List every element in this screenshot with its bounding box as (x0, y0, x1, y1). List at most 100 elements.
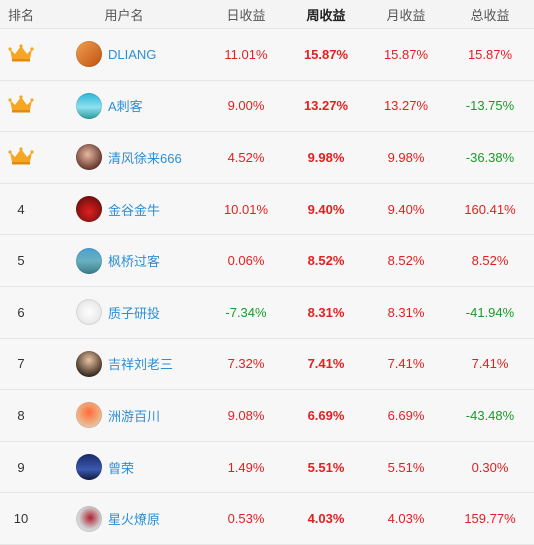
username-link[interactable]: 清风徐来666 (108, 150, 182, 166)
week-return: 8.31% (307, 304, 345, 320)
username-link[interactable]: 洲游百川 (108, 408, 161, 424)
week-return: 9.98% (307, 149, 345, 165)
day-return: 9.00% (227, 98, 265, 114)
user-cell[interactable]: 枫桥过客 (42, 247, 206, 274)
header-month-return[interactable]: 月收益 (386, 7, 426, 23)
avatar[interactable] (76, 92, 102, 119)
crown-bronze-icon (8, 147, 34, 165)
rank-number: 7 (0, 356, 42, 371)
avatar[interactable] (76, 454, 102, 481)
day-return: 7.32% (227, 356, 265, 372)
total-return: 160.41% (464, 201, 516, 217)
username-link[interactable]: 曾荣 (108, 460, 135, 476)
avatar[interactable] (76, 247, 102, 274)
week-return: 4.03% (307, 511, 345, 527)
week-return: 13.27% (303, 98, 349, 114)
rank-value: 9 (17, 459, 25, 475)
header-week-return[interactable]: 周收益 (306, 7, 346, 23)
rank-crown (0, 147, 42, 168)
user-cell[interactable]: 曾荣 (42, 454, 206, 481)
avatar[interactable] (76, 299, 102, 326)
total-return: -43.48% (465, 407, 515, 423)
week-return: 7.41% (307, 356, 345, 372)
rank-number: 10 (0, 511, 42, 526)
user-cell[interactable]: 清风徐来666 (42, 144, 206, 171)
table-header: 排名 用户名 日收益 周收益 月收益 总收益 (0, 0, 534, 29)
rank-crown (0, 44, 42, 65)
avatar[interactable] (76, 41, 102, 68)
total-return: 15.87% (467, 46, 513, 62)
user-cell[interactable]: 吉祥刘老三 (42, 350, 206, 377)
table-row[interactable]: 7 吉祥刘老三 7.32% 7.41% 7.41% 7.41% (0, 338, 534, 391)
header-day-return[interactable]: 日收益 (226, 7, 266, 23)
week-return: 9.40% (307, 201, 345, 217)
total-return: -41.94% (465, 304, 515, 320)
total-return: -36.38% (465, 149, 515, 165)
day-return: 4.52% (227, 149, 265, 165)
avatar[interactable] (76, 196, 102, 223)
month-return: 13.27% (383, 98, 429, 114)
user-cell[interactable]: A刺客 (42, 92, 206, 119)
month-return: 4.03% (387, 511, 425, 527)
username-link[interactable]: 星火燎原 (108, 512, 161, 528)
table-row[interactable]: 10 星火燎原 0.53% 4.03% 4.03% 159.77% (0, 493, 534, 545)
user-cell[interactable]: DLIANG (42, 41, 206, 68)
username-link[interactable]: 枫桥过客 (108, 254, 161, 270)
table-row[interactable]: 清风徐来666 4.52% 9.98% 9.98% -36.38% (0, 132, 534, 184)
username-link[interactable]: DLIANG (108, 46, 157, 62)
rank-value: 10 (13, 511, 29, 527)
month-return: 5.51% (387, 459, 425, 475)
avatar[interactable] (76, 402, 102, 429)
week-return: 6.69% (307, 407, 345, 423)
month-return: 6.69% (387, 407, 425, 423)
table-row[interactable]: 4 金谷金牛 10.01% 9.40% 9.40% 160.41% (0, 183, 534, 236)
month-return: 8.52% (387, 253, 425, 269)
avatar[interactable] (76, 505, 102, 532)
avatar[interactable] (76, 350, 102, 377)
day-return: 1.49% (227, 459, 265, 475)
total-return: 8.52% (471, 253, 509, 269)
header-user: 用户名 (104, 7, 144, 23)
table-row[interactable]: 8 洲游百川 9.08% 6.69% 6.69% -43.48% (0, 390, 534, 442)
total-return: 0.30% (471, 459, 509, 475)
rank-crown (0, 95, 42, 116)
week-return: 8.52% (307, 253, 345, 269)
username-link[interactable]: 吉祥刘老三 (108, 357, 174, 373)
user-cell[interactable]: 金谷金牛 (42, 196, 206, 223)
week-return: 15.87% (303, 46, 349, 62)
user-cell[interactable]: 洲游百川 (42, 402, 206, 429)
total-return: 7.41% (471, 356, 509, 372)
rank-value: 8 (17, 407, 25, 423)
rank-number: 6 (0, 305, 42, 320)
day-return: 0.06% (227, 253, 265, 269)
crown-gold-icon (8, 44, 34, 62)
user-cell[interactable]: 星火燎原 (42, 505, 206, 532)
table-row[interactable]: DLIANG 11.01% 15.87% 15.87% 15.87% (0, 29, 534, 81)
header-total-return[interactable]: 总收益 (470, 7, 510, 23)
table-row[interactable]: 6 质子研投 -7.34% 8.31% 8.31% -41.94% (0, 286, 534, 339)
table-body: DLIANG 11.01% 15.87% 15.87% 15.87% A刺客 9.00% 13… (0, 29, 534, 545)
username-link[interactable]: 质子研投 (108, 305, 161, 321)
month-return: 9.40% (387, 201, 425, 217)
rank-number: 9 (0, 460, 42, 475)
rank-number: 4 (0, 202, 42, 217)
month-return: 15.87% (383, 46, 429, 62)
table-row[interactable]: 9 曾荣 1.49% 5.51% 5.51% 0.30% (0, 441, 534, 494)
total-return: -13.75% (465, 98, 515, 114)
table-row[interactable]: A刺客 9.00% 13.27% 13.27% -13.75% (0, 80, 534, 133)
day-return: -7.34% (225, 304, 267, 320)
header-rank: 排名 (7, 7, 34, 23)
crown-silver-icon (8, 95, 34, 113)
table-row[interactable]: 5 枫桥过客 0.06% 8.52% 8.52% 8.52% (0, 235, 534, 287)
rank-value: 5 (17, 253, 25, 269)
month-return: 7.41% (387, 356, 425, 372)
month-return: 9.98% (387, 149, 425, 165)
user-cell[interactable]: 质子研投 (42, 299, 206, 326)
day-return: 9.08% (227, 407, 265, 423)
username-link[interactable]: A刺客 (108, 99, 143, 115)
total-return: 159.77% (464, 511, 516, 527)
rank-value: 7 (17, 356, 25, 372)
avatar[interactable] (76, 144, 102, 171)
username-link[interactable]: 金谷金牛 (108, 202, 161, 218)
